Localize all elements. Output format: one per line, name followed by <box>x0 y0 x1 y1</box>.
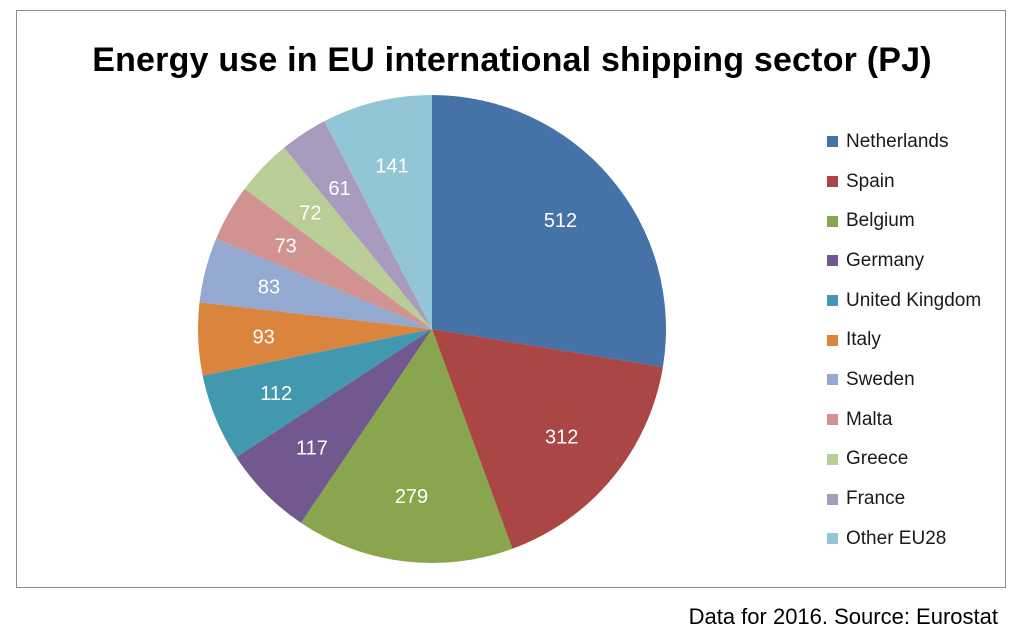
legend-label: Sweden <box>846 368 915 390</box>
legend-item-other-eu28: Other EU28 <box>827 519 981 559</box>
legend-swatch <box>827 533 838 545</box>
legend-label: Netherlands <box>846 130 949 152</box>
data-label-france: 61 <box>328 178 350 200</box>
data-label-belgium: 279 <box>395 486 428 508</box>
chart-frame: Energy use in EU international shipping … <box>16 10 1006 588</box>
legend-item-united-kingdom: United Kingdom <box>827 281 981 321</box>
chart-title: Energy use in EU international shipping … <box>92 41 932 79</box>
legend-label: Belgium <box>846 210 915 232</box>
legend-item-sweden: Sweden <box>827 360 981 400</box>
legend-swatch <box>827 255 838 267</box>
data-label-greece: 72 <box>299 202 321 224</box>
legend-label: Malta <box>846 408 893 430</box>
pie-slice-belgium <box>300 329 513 564</box>
legend-swatch <box>827 453 838 465</box>
legend-label: Other EU28 <box>846 527 947 549</box>
legend-label: United Kingdom <box>846 289 982 311</box>
legend-swatch <box>827 493 838 505</box>
data-label-spain: 312 <box>545 427 578 449</box>
legend-swatch <box>827 176 838 188</box>
pie-slice-sweden <box>199 238 432 329</box>
pie-slice-greece <box>244 147 432 329</box>
pie-slice-netherlands <box>432 95 666 368</box>
pie-slice-germany <box>236 329 432 523</box>
data-label-netherlands: 512 <box>544 210 577 232</box>
pie-slice-malta <box>216 188 432 329</box>
source-note: Data for 2016. Source: Eurostat <box>688 604 998 629</box>
pie-slice-france <box>284 121 432 330</box>
legend-label: Italy <box>846 329 881 351</box>
legend-label: Germany <box>846 249 925 271</box>
legend-label: Spain <box>846 170 895 192</box>
data-label-germany: 117 <box>296 437 328 459</box>
legend-swatch <box>827 414 838 426</box>
pie-slice-spain <box>432 329 663 549</box>
legend: Netherlands Spain Belgium Germany United Kin… <box>827 122 981 559</box>
legend-item-spain: Spain <box>827 162 981 202</box>
legend-swatch <box>827 374 838 386</box>
legend-label: France <box>846 488 906 510</box>
data-label-other-eu28: 141 <box>375 155 408 177</box>
pie-slice-italy <box>198 302 432 376</box>
legend-item-belgium: Belgium <box>827 201 981 241</box>
legend-item-france: France <box>827 479 981 519</box>
legend-item-germany: Germany <box>827 241 981 281</box>
data-label-malta: 73 <box>275 235 297 257</box>
legend-label: Greece <box>846 448 909 470</box>
data-label-sweden: 83 <box>258 277 280 299</box>
legend-item-netherlands: Netherlands <box>827 122 981 162</box>
legend-item-greece: Greece <box>827 440 981 480</box>
legend-item-malta: Malta <box>827 400 981 440</box>
data-label-united-kingdom: 112 <box>260 383 292 405</box>
legend-item-italy: Italy <box>827 320 981 360</box>
legend-swatch <box>827 136 838 148</box>
pie-slice-united-kingdom <box>202 329 432 458</box>
pie-slice-other-eu28 <box>324 95 432 329</box>
data-label-italy: 93 <box>253 326 275 348</box>
legend-swatch <box>827 334 838 346</box>
legend-swatch <box>827 215 838 227</box>
legend-swatch <box>827 295 838 307</box>
